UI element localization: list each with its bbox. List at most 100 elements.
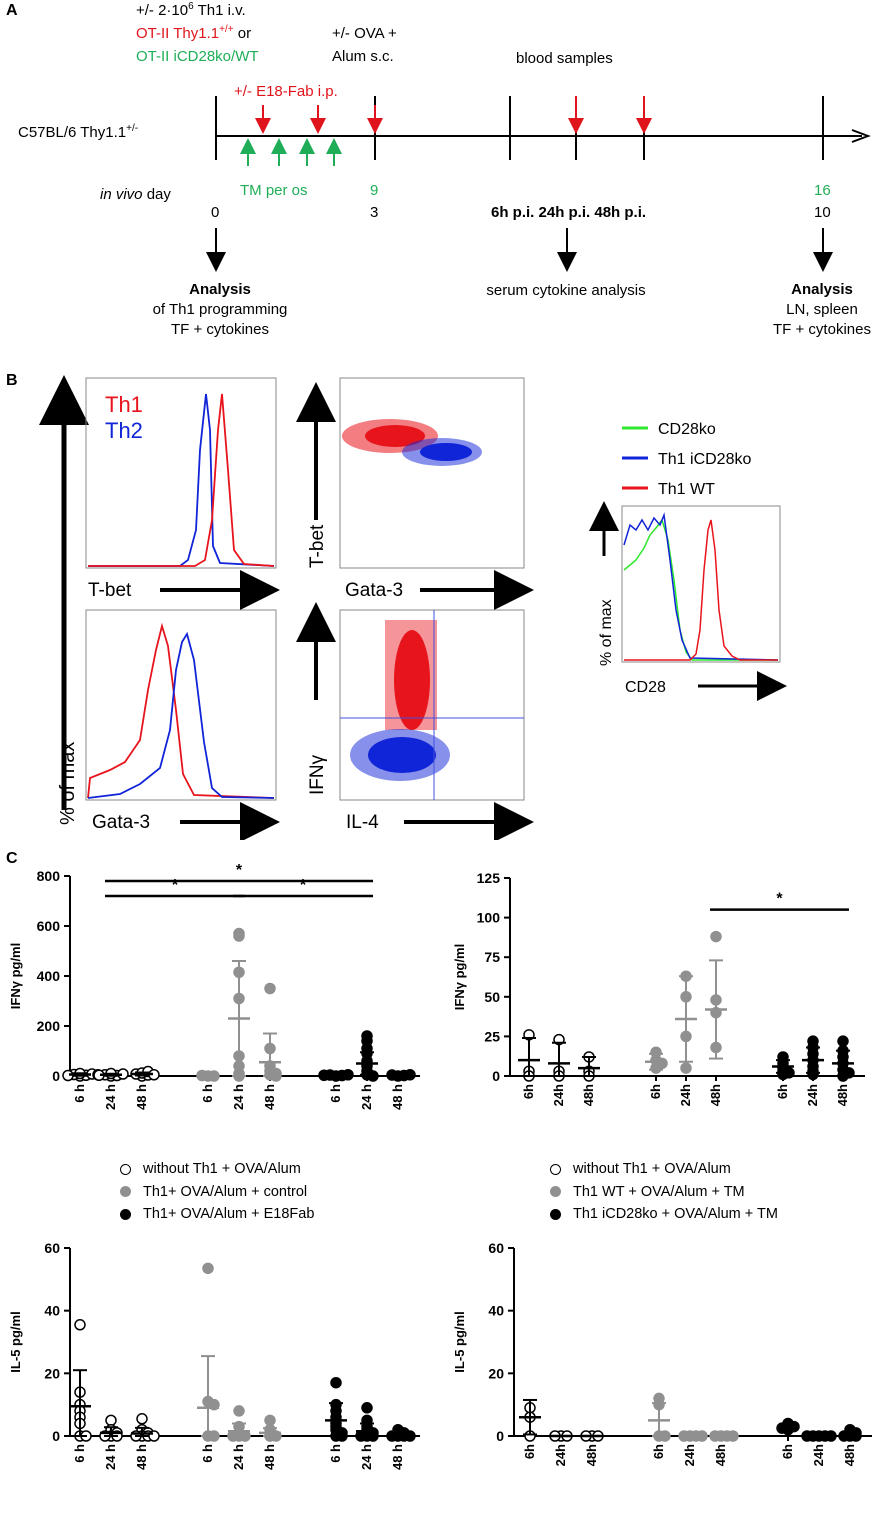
x-tick-label: 6h bbox=[522, 1444, 537, 1459]
transfer-line3: OT-II iCD28ko/WT bbox=[136, 48, 259, 65]
y-tick-label: 25 bbox=[484, 1028, 500, 1044]
x-label-tbet: T-bet bbox=[88, 580, 132, 601]
y-tick-label: 40 bbox=[44, 1303, 60, 1319]
y-label-ifn: IFNγ bbox=[307, 754, 328, 795]
y-axis-label: % of max bbox=[57, 742, 79, 825]
x-tick-label: 48h bbox=[713, 1444, 728, 1466]
day-9: 9 bbox=[370, 182, 379, 199]
y-tick-label: 600 bbox=[37, 918, 61, 934]
x-tick-label: 48 h bbox=[134, 1444, 149, 1470]
data-point bbox=[74, 1319, 86, 1331]
significance-star: * bbox=[236, 862, 243, 879]
hist-gata-th1 bbox=[87, 622, 275, 799]
hist-tbet-th1 bbox=[88, 393, 275, 567]
dotplot-ifn-points bbox=[350, 620, 450, 781]
cd28-cd28ko bbox=[623, 518, 778, 661]
y-tick-label: 20 bbox=[488, 1365, 504, 1381]
panel-a-letter: A bbox=[6, 2, 18, 19]
significance-star: * bbox=[776, 891, 783, 908]
x-tick-label: 48h bbox=[842, 1444, 857, 1466]
gray-circle-icon bbox=[550, 1186, 561, 1198]
legend-right-item-1: without Th1 + OVA/Alum bbox=[550, 1158, 778, 1181]
legend-th2: Th2 bbox=[105, 418, 143, 443]
x-tick-label: 6h bbox=[521, 1084, 536, 1099]
data-point bbox=[264, 1414, 276, 1427]
y-axis-label: IL-5 pg/ml bbox=[8, 1311, 23, 1372]
x-tick-label: 6 h bbox=[200, 1444, 215, 1463]
x-tick-label: 24 h bbox=[359, 1444, 374, 1470]
black-circle-icon bbox=[120, 1208, 131, 1220]
green-arrows bbox=[240, 138, 342, 166]
x-tick-label: 6 h bbox=[200, 1084, 215, 1103]
x-tick-label: 24h bbox=[551, 1084, 566, 1106]
panel-b-letter: B bbox=[6, 372, 18, 389]
x-tick-label: 6h bbox=[651, 1444, 666, 1459]
x-tick-label: 24h bbox=[811, 1444, 826, 1466]
x-tick-label: 6 h bbox=[328, 1444, 343, 1463]
y-axis-label: IL-5 pg/ml bbox=[452, 1311, 467, 1372]
data-point bbox=[361, 1402, 373, 1414]
dotplot-tbet-points bbox=[342, 419, 482, 466]
transfer-line2: OT-II Thy1.1+/+ or bbox=[136, 24, 252, 43]
mouse-strain: C57BL/6 Thy1.1+/- bbox=[18, 123, 139, 142]
x-tick-label: 24 h bbox=[359, 1084, 374, 1110]
timepoints-label: 6h p.i. 24h p.i. 48h p.i. bbox=[491, 204, 647, 221]
x-tick-label: 6 h bbox=[72, 1444, 87, 1463]
cd28-x-label: CD28 bbox=[625, 679, 666, 696]
x-tick-label: 24h bbox=[682, 1444, 697, 1466]
y-tick-label: 40 bbox=[488, 1303, 504, 1319]
legend-cd28ko: CD28ko bbox=[658, 421, 716, 438]
x-label-il4: IL-4 bbox=[346, 812, 379, 833]
x-tick-label: 48h bbox=[584, 1444, 599, 1466]
open-circle-icon bbox=[120, 1163, 131, 1175]
y-tick-label: 0 bbox=[492, 1068, 500, 1084]
transfer-line1: +/- 2·106 Th1 i.v. bbox=[136, 1, 246, 20]
x-tick-label: 24h bbox=[553, 1444, 568, 1466]
y-tick-label: 60 bbox=[488, 1240, 504, 1256]
day-16: 16 bbox=[814, 182, 831, 199]
data-point bbox=[136, 1413, 148, 1425]
x-label-gata: Gata-3 bbox=[92, 812, 150, 833]
x-tick-label: 24h bbox=[678, 1084, 693, 1106]
y-tick-label: 200 bbox=[37, 1018, 61, 1034]
y-tick-label: 20 bbox=[44, 1365, 60, 1381]
data-point bbox=[264, 982, 276, 995]
data-point bbox=[202, 1262, 214, 1275]
legend-left: without Th1 + OVA/Alum Th1+ OVA/Alum + c… bbox=[120, 1158, 314, 1226]
x-tick-label: 48 h bbox=[134, 1084, 149, 1110]
x-tick-label: 48h bbox=[835, 1084, 850, 1106]
chart-il5-right: 0 20 40 60 IL-5 pg/ml 6h 24h 48h 6h 24h 48h 6h 24h 48… bbox=[452, 1240, 872, 1466]
legend-th1: Th1 bbox=[105, 392, 143, 417]
data-point bbox=[105, 1414, 117, 1427]
x-tick-label: 6h bbox=[780, 1444, 795, 1459]
x-tick-label: 48 h bbox=[390, 1444, 405, 1470]
legend-left-item-1: without Th1 + OVA/Alum bbox=[120, 1158, 314, 1181]
day-0: 0 bbox=[211, 204, 220, 221]
dotplot-tbet-frame bbox=[339, 377, 525, 569]
hist-tbet-th2 bbox=[88, 393, 275, 567]
y-tick-label: 60 bbox=[44, 1240, 60, 1256]
y-tick-label: 800 bbox=[37, 868, 61, 884]
x-tick-label: 6 h bbox=[328, 1084, 343, 1103]
x-tick-label: 48 h bbox=[262, 1084, 277, 1110]
cd28-iko bbox=[623, 512, 779, 661]
chart-il5-left: 0 20 40 60 IL-5 pg/ml 6 h 24 h 48 h 6 h 24 h 48 h 6… bbox=[8, 1240, 420, 1470]
legend-iko: Th1 iCD28ko bbox=[658, 451, 751, 468]
x-tick-label: 24 h bbox=[231, 1444, 246, 1470]
hist-tbet-frame bbox=[85, 377, 277, 569]
legend-left-item-2: Th1+ OVA/Alum + control bbox=[120, 1181, 314, 1204]
significance-star: * bbox=[300, 877, 307, 894]
in-vivo-day-label: in vivo day bbox=[100, 186, 171, 203]
legend-right-item-3: Th1 iCD28ko + OVA/Alum + TM bbox=[550, 1203, 778, 1226]
black-circle-icon bbox=[550, 1208, 561, 1220]
x-label-gata-dot: Gata-3 bbox=[345, 580, 403, 601]
x-tick-label: 24h bbox=[805, 1084, 820, 1106]
legend-left-item-3: Th1+ OVA/Alum + E18Fab bbox=[120, 1203, 314, 1226]
y-tick-label: 100 bbox=[477, 910, 501, 926]
timeline-diagram bbox=[206, 96, 871, 272]
legend-right: without Th1 + OVA/Alum Th1 WT + OVA/Alum… bbox=[550, 1158, 778, 1226]
data-point bbox=[233, 930, 245, 942]
x-tick-label: 48 h bbox=[262, 1444, 277, 1470]
y-axis-label: IFNγ pg/ml bbox=[8, 943, 23, 1009]
ova-line2: Alum s.c. bbox=[332, 48, 394, 65]
